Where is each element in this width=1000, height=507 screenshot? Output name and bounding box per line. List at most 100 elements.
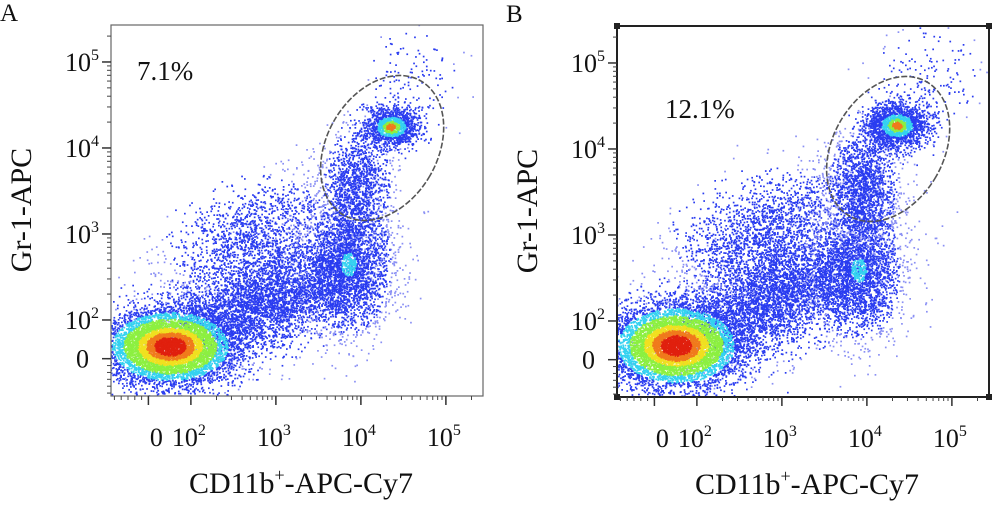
event-dot: [206, 307, 208, 309]
event-dot: [321, 232, 323, 234]
event-dot: [305, 302, 307, 305]
event-dot: [295, 290, 298, 293]
event-dot: [214, 238, 216, 240]
event-dot: [291, 274, 294, 277]
event-dot: [239, 314, 242, 316]
event-dot: [321, 294, 323, 296]
event-dot: [205, 319, 208, 322]
event-dot: [261, 337, 263, 340]
event-dot: [239, 283, 242, 285]
event-dot: [254, 196, 256, 198]
event-dot: [217, 268, 220, 270]
event-dot: [237, 321, 239, 324]
event-dot: [206, 230, 208, 232]
event-dot: [286, 348, 288, 350]
event-dot: [216, 271, 218, 273]
event-dot: [340, 298, 342, 300]
event-dot: [304, 309, 307, 312]
event-dot: [269, 291, 272, 293]
event-dot: [317, 258, 319, 261]
event-dot: [251, 247, 253, 250]
event-dot: [384, 286, 386, 289]
event-dot: [225, 289, 228, 291]
event-dot: [251, 300, 254, 303]
event-dot: [200, 248, 203, 251]
event-dot: [254, 309, 257, 312]
event-dot: [205, 240, 207, 243]
event-dot: [275, 333, 277, 336]
event-dot: [258, 232, 261, 235]
event-dot: [278, 197, 281, 200]
event-dot: [180, 286, 182, 288]
event-dot: [241, 311, 244, 314]
event-dot: [376, 213, 379, 216]
event-dot: [276, 276, 279, 279]
event-dot: [300, 299, 302, 302]
event-dot: [125, 379, 127, 382]
event-dot: [283, 335, 286, 338]
event-dot: [298, 291, 301, 294]
event-dot: [299, 286, 301, 289]
event-dot: [282, 319, 284, 322]
event-dot: [118, 323, 120, 326]
event-dot: [379, 253, 382, 255]
event-dot: [245, 273, 247, 276]
event-dot: [310, 317, 313, 319]
event-dot: [270, 345, 272, 348]
event-dot: [269, 257, 271, 259]
event-dot: [188, 298, 191, 301]
event-dot: [277, 310, 280, 312]
event-dot: [300, 327, 303, 330]
event-dot: [287, 262, 290, 264]
event-dot: [308, 291, 311, 293]
event-dot: [234, 323, 237, 326]
event-dot: [364, 259, 367, 262]
event-dot: [263, 267, 266, 270]
event-dot: [288, 252, 291, 255]
event-dot: [334, 282, 336, 284]
event-dot: [272, 295, 274, 298]
event-dot: [319, 283, 321, 285]
event-dot: [282, 327, 284, 330]
event-dot: [286, 249, 289, 251]
event-dot: [298, 222, 301, 225]
event-dot: [237, 282, 240, 285]
event-dot: [325, 316, 327, 319]
event-dot: [259, 274, 261, 277]
event-dot: [222, 289, 225, 292]
event-dot: [314, 311, 317, 314]
event-dot: [300, 210, 303, 212]
event-dot: [183, 292, 185, 294]
event-dot: [318, 320, 321, 322]
event-dot: [289, 295, 292, 297]
event-dot: [325, 203, 327, 206]
event-dot: [213, 289, 216, 292]
event-dot: [278, 279, 280, 282]
event-dot: [198, 311, 201, 313]
event-dot: [269, 282, 271, 285]
event-dot: [280, 267, 283, 269]
event-dot: [315, 195, 318, 197]
event-dot: [249, 330, 252, 333]
event-dot: [272, 336, 275, 339]
event-dot: [297, 257, 300, 259]
event-dot: [345, 298, 347, 301]
event-dot: [221, 305, 223, 308]
event-dot: [250, 306, 253, 308]
event-dot: [268, 263, 271, 266]
event-dot: [234, 283, 237, 285]
event-dot: [240, 217, 242, 219]
event-dot: [285, 328, 288, 331]
event-dot: [337, 215, 340, 218]
event-dot: [283, 302, 286, 304]
event-dot: [227, 250, 229, 252]
event-dot: [240, 291, 243, 294]
event-dot: [264, 305, 267, 308]
event-dot: [195, 222, 198, 225]
event-dot: [212, 236, 215, 238]
event-dot: [276, 331, 278, 334]
event-dot: [232, 326, 235, 329]
event-dot: [276, 280, 278, 283]
event-dot: [239, 244, 242, 247]
event-dot: [281, 305, 283, 307]
